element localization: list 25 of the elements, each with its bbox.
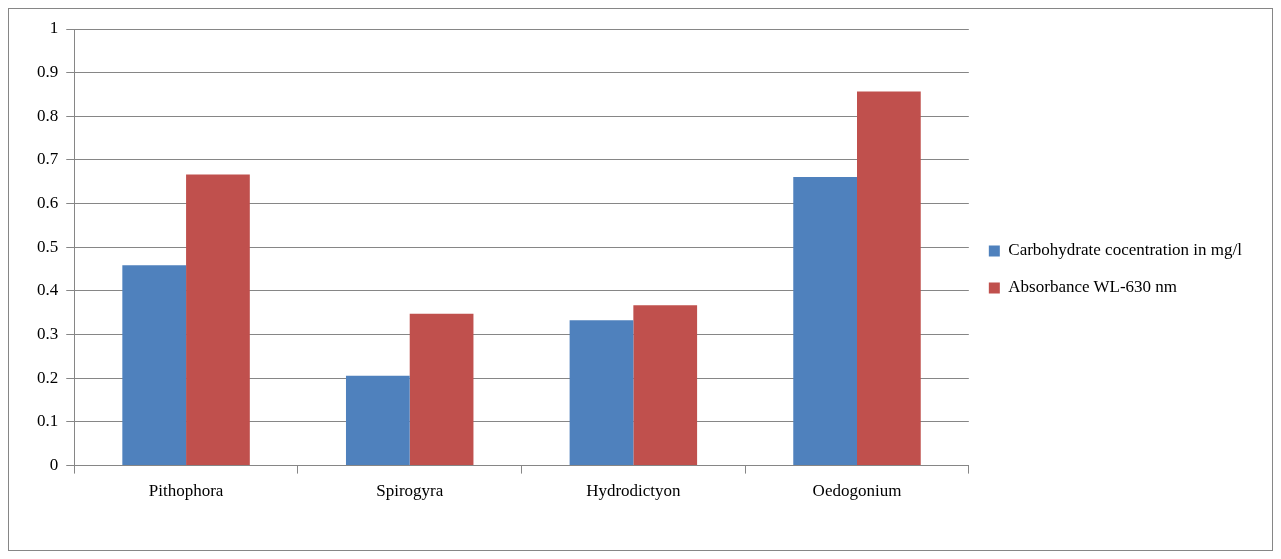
bar — [633, 305, 698, 466]
y-tick-label: 0.4 — [37, 280, 59, 300]
x-tick-label: Hydrodictyon — [586, 481, 682, 501]
x-tick-label: Spirogyra — [376, 481, 444, 501]
y-tick-label: 0.6 — [37, 193, 59, 213]
y-tick-label: 0.9 — [37, 62, 59, 82]
bar — [122, 265, 187, 466]
y-tick-label: 0 — [49, 455, 59, 475]
y-tick-label: 0.2 — [37, 367, 59, 387]
bar — [793, 177, 857, 466]
y-tick-label: 0.7 — [37, 149, 59, 169]
y-tick-label: 0.3 — [37, 324, 59, 344]
bar — [409, 313, 474, 466]
bar — [857, 91, 921, 466]
y-tick-label: 0.5 — [37, 236, 59, 256]
bar — [569, 320, 634, 466]
y-tick-label: 1 — [49, 18, 59, 38]
bar — [345, 375, 410, 466]
legend-label: Absorbance WL-630 nm — [1008, 277, 1178, 297]
y-tick-label: 0.8 — [37, 105, 59, 125]
x-tick-label: Pithophora — [148, 481, 224, 501]
legend-label: Carbohydrate cocentration in mg/l — [1008, 240, 1243, 260]
bar — [186, 174, 250, 466]
x-tick-label: Oedogonium — [812, 481, 902, 501]
y-tick-label: 0.1 — [37, 411, 59, 431]
